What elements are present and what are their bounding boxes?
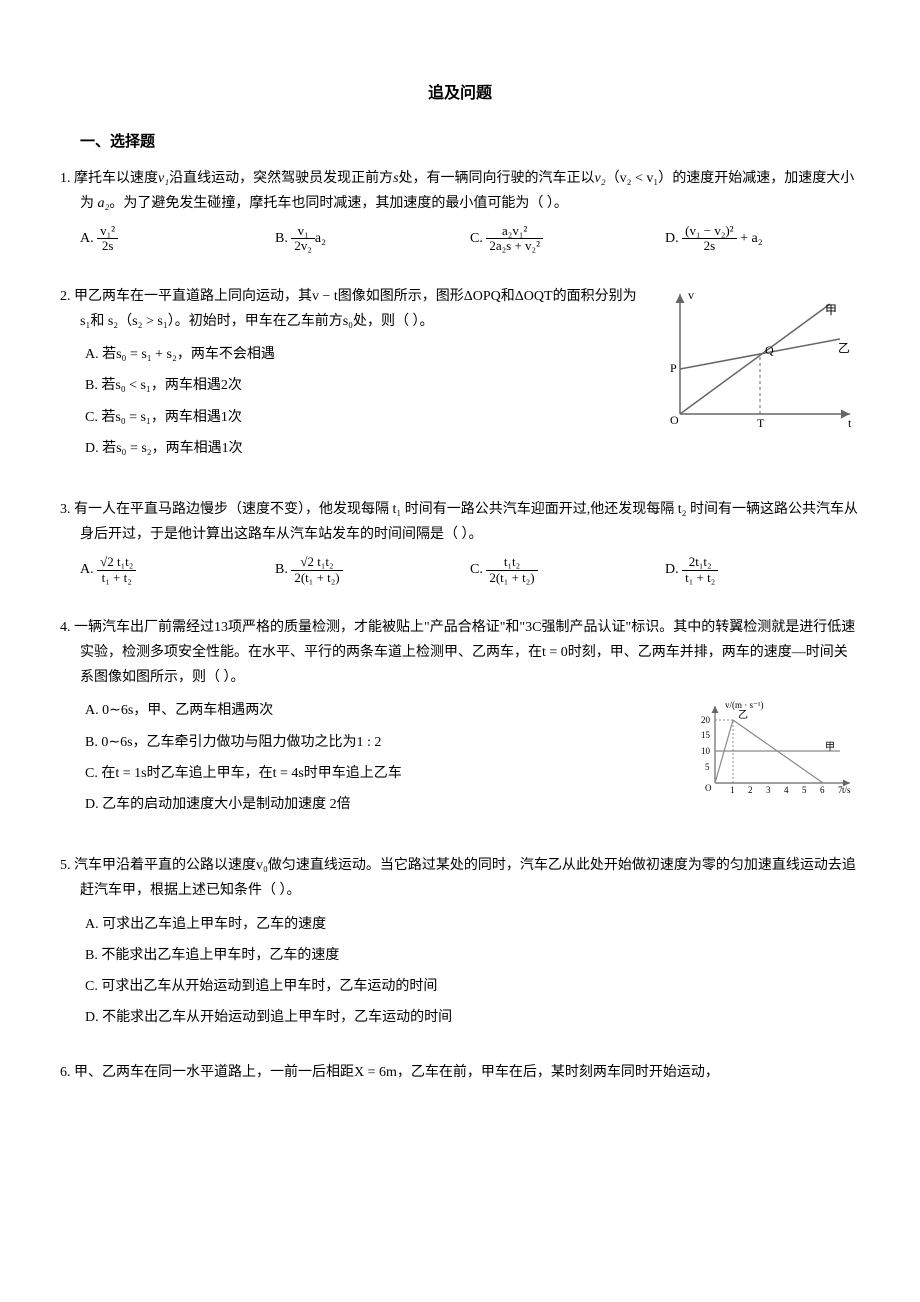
q3-optA: A. √2 t₁t₂t₁ + t₂ (80, 555, 275, 585)
q2-figure: O P Q T v t 甲 乙 (660, 284, 860, 443)
svg-text:2: 2 (748, 785, 753, 795)
question-3: 3. 有一人在平直马路边慢步（速度不变），他发现每隔 t₁ 时间有一路公共汽车迎… (60, 497, 860, 585)
svg-text:3: 3 (766, 785, 771, 795)
q1-optC: C. a₂v₁²2a₂s + v₂² (470, 224, 665, 254)
q6-stem: 6. 甲、乙两车在同一水平道路上，一前一后相距X = 6m，乙车在前，甲车在后，… (60, 1060, 860, 1085)
svg-text:5: 5 (705, 762, 710, 772)
q4-optC: C. 在t = 1s时乙车追上甲车，在t = 4s时甲车追上乙车 (85, 761, 670, 786)
q3-optD: D. 2t₁t₂t₁ + t₂ (665, 555, 860, 585)
svg-text:T: T (757, 416, 765, 430)
question-1: 1. 摩托车以速度v₁沿直线运动，突然驾驶员发现正前方s处，有一辆同向行驶的汽车… (60, 166, 860, 254)
svg-text:甲: 甲 (825, 742, 835, 753)
q4-optD: D. 乙车的启动加速度大小是制动加速度 2倍 (85, 792, 670, 817)
q2-optC: C. 若s₀ = s₁，两车相遇1次 (85, 405, 640, 430)
q5-stem: 5. 汽车甲沿着平直的公路以速度v₀做匀速直线运动。当它路过某处的同时，汽车乙从… (60, 853, 860, 903)
q3-stem: 3. 有一人在平直马路边慢步（速度不变），他发现每隔 t₁ 时间有一路公共汽车迎… (60, 497, 860, 547)
q5-optD: D. 不能求出乙车从开始运动到追上甲车时，乙车运动的时间 (85, 1005, 860, 1030)
q5-optA: A. 可求出乙车追上甲车时，乙车的速度 (85, 912, 860, 937)
q3-options: A. √2 t₁t₂t₁ + t₂ B. √2 t₁t₂2(t₁ + t₂) C… (60, 555, 860, 585)
q4-options: A. 0∼6s，甲、乙两车相遇两次 B. 0∼6s，乙车牵引力做功与阻力做功之比… (60, 698, 670, 817)
q1-optA: A. v₁²2s (80, 224, 275, 254)
q2-optD: D. 若s₀ = s₂，两车相遇1次 (85, 436, 640, 461)
section-heading: 一、选择题 (80, 129, 860, 156)
svg-text:1: 1 (730, 785, 735, 795)
svg-text:v/(m · s⁻¹): v/(m · s⁻¹) (725, 700, 763, 710)
q5-options: A. 可求出乙车追上甲车时，乙车的速度 B. 不能求出乙车追上甲车时，乙车的速度… (60, 912, 860, 1031)
q2-optB: B. 若s₀ < s₁，两车相遇2次 (85, 373, 640, 398)
svg-text:15: 15 (701, 730, 711, 740)
q2-stem: 2. 甲乙两车在一平直道路上同向运动，其v − t图像如图所示，图形ΔOPQ和Δ… (60, 284, 640, 334)
q2-optA: A. 若s₀ = s₁ + s₂，两车不会相遇 (85, 342, 640, 367)
q1-options: A. v₁²2s B. v₁2v₂a₂ C. a₂v₁²2a₂s + v₂² D… (60, 224, 860, 254)
q3-optB: B. √2 t₁t₂2(t₁ + t₂) (275, 555, 470, 585)
svg-text:O: O (670, 413, 679, 427)
svg-text:20: 20 (701, 715, 711, 725)
q3-optC: C. t₁t₂2(t₁ + t₂) (470, 555, 665, 585)
svg-text:甲: 甲 (825, 303, 837, 317)
svg-text:Q: Q (765, 343, 774, 357)
svg-text:t/s: t/s (842, 785, 851, 795)
svg-text:O: O (705, 783, 712, 793)
page-title: 追及问题 (60, 80, 860, 109)
q4-optA: A. 0∼6s，甲、乙两车相遇两次 (85, 698, 670, 723)
q1-optD: D. (v₁ − v₂)²2s + a₂ (665, 224, 860, 254)
svg-text:v: v (688, 288, 694, 302)
question-6: 6. 甲、乙两车在同一水平道路上，一前一后相距X = 6m，乙车在前，甲车在后，… (60, 1060, 860, 1085)
q1-stem: 1. 摩托车以速度v₁沿直线运动，突然驾驶员发现正前方s处，有一辆同向行驶的汽车… (60, 166, 860, 216)
q2-options: A. 若s₀ = s₁ + s₂，两车不会相遇 B. 若s₀ < s₁，两车相遇… (60, 342, 640, 461)
q5-optC: C. 可求出乙车从开始运动到追上甲车时，乙车运动的时间 (85, 974, 860, 999)
svg-text:4: 4 (784, 785, 789, 795)
q4-stem: 4. 一辆汽车出厂前需经过13项严格的质量检测，才能被贴上"产品合格证"和"3C… (60, 615, 860, 691)
question-5: 5. 汽车甲沿着平直的公路以速度v₀做匀速直线运动。当它路过某处的同时，汽车乙从… (60, 853, 860, 1030)
svg-text:6: 6 (820, 785, 825, 795)
question-4: 4. 一辆汽车出厂前需经过13项严格的质量检测，才能被贴上"产品合格证"和"3C… (60, 615, 860, 823)
q4-optB: B. 0∼6s，乙车牵引力做功与阻力做功之比为1 : 2 (85, 730, 670, 755)
svg-text:P: P (670, 361, 677, 375)
svg-text:5: 5 (802, 785, 807, 795)
svg-text:乙: 乙 (738, 709, 748, 721)
q1-optB: B. v₁2v₂a₂ (275, 224, 470, 254)
q5-optB: B. 不能求出乙车追上甲车时，乙车的速度 (85, 943, 860, 968)
question-2: 2. 甲乙两车在一平直道路上同向运动，其v − t图像如图所示，图形ΔOPQ和Δ… (60, 284, 860, 467)
svg-text:乙: 乙 (838, 341, 850, 355)
q4-figure: O 1 2 3 4 5 6 7 5 10 15 20 v/(m · s⁻¹) t… (690, 698, 860, 807)
svg-text:10: 10 (701, 746, 711, 756)
svg-text:t: t (848, 416, 852, 430)
